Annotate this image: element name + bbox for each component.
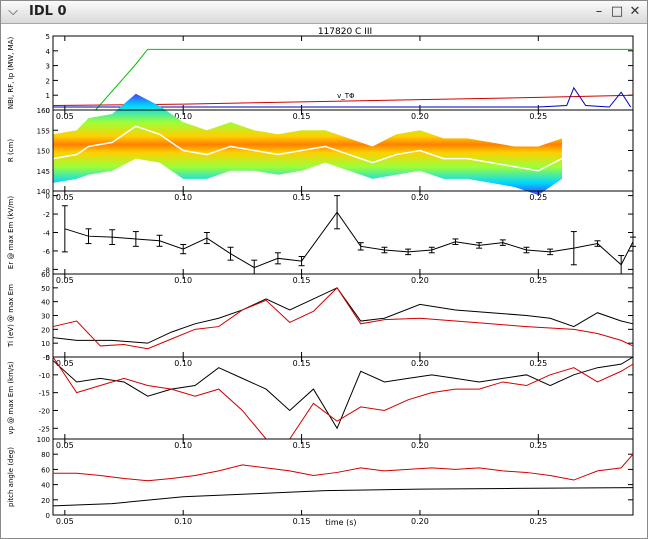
x-tick-label: 0.20: [411, 193, 429, 202]
y-axis-label: Ti (eV) @ max Em: [7, 284, 15, 348]
series-line: [53, 86, 632, 108]
y-tick-label: 10: [41, 340, 50, 348]
x-tick-label: 0.10: [174, 441, 192, 450]
heatmap-centerline: [52, 125, 563, 172]
y-tick-label: 0: [46, 354, 50, 362]
panel-frame: [52, 438, 634, 516]
x-tick-label: 0.25: [529, 112, 547, 121]
y-axis-label: NBI, RF, Ip (MW, MA): [7, 37, 15, 110]
y-tick-label: 50: [41, 285, 50, 293]
x-tick-label: 0.25: [529, 276, 547, 285]
series-line: [52, 487, 634, 507]
y-tick-label: 20: [41, 497, 50, 505]
x-tick-label: 0.10: [174, 193, 192, 202]
y-tick-label: -4: [43, 230, 51, 238]
x-tick-label: 0.15: [293, 276, 311, 285]
x-tick-label: 0.20: [411, 359, 429, 368]
y-axis-label: vp @ max Em (km/s): [7, 361, 15, 435]
x-axis-label: time (s): [325, 518, 356, 527]
x-tick-label: 0.15: [293, 193, 311, 202]
heatmap-band: [53, 93, 562, 196]
figure-title: 117820 C III: [318, 27, 372, 37]
x-tick-label: 0.15: [293, 517, 311, 526]
x-tick-label: 0.10: [174, 276, 192, 285]
x-tick-label: 0.20: [411, 441, 429, 450]
x-tick-label: 0.25: [529, 441, 547, 450]
series-line: [52, 287, 634, 350]
x-tick-label: 0.05: [56, 441, 74, 450]
minimize-icon[interactable]: –: [595, 4, 603, 19]
y-tick-label: 40: [41, 299, 50, 307]
x-tick-label: 0.20: [411, 112, 429, 121]
y-tick-label: 4: [46, 48, 51, 56]
series-line: [53, 453, 634, 482]
x-tick-label: 0.05: [56, 193, 74, 202]
x-tick-label: 0.10: [174, 112, 192, 121]
y-axis-label: R (cm): [7, 139, 15, 162]
y-tick-label: 1: [46, 92, 50, 100]
y-tick-label: 40: [41, 482, 50, 490]
series-line: [53, 48, 633, 111]
y-tick-label: 0: [46, 107, 50, 115]
y-tick-label: -10: [39, 372, 50, 380]
x-tick-label: 0.15: [293, 359, 311, 368]
series-annotation: v_TΦ: [337, 92, 355, 100]
x-tick-label: 0.10: [174, 359, 192, 368]
x-tick-label: 0.25: [529, 359, 547, 368]
x-tick-label: 0.05: [56, 517, 74, 526]
y-tick-label: -5: [43, 354, 50, 362]
x-tick-label: 0.10: [174, 517, 192, 526]
x-tick-label: 0.05: [56, 359, 74, 368]
panel-frame: [52, 273, 634, 358]
x-tick-label: 0.05: [56, 112, 74, 121]
y-tick-label: -25: [39, 425, 50, 433]
y-tick-label: -2: [43, 211, 50, 219]
x-tick-label: 0.15: [293, 441, 311, 450]
y-tick-label: 0: [46, 193, 50, 201]
y-tick-label: -20: [39, 407, 50, 415]
y-tick-label: 2: [46, 77, 50, 85]
y-tick-label: 20: [41, 326, 50, 334]
y-tick-label: 30: [41, 313, 50, 321]
panel-frame: [52, 356, 634, 440]
y-tick-label: 140: [37, 188, 50, 196]
y-tick-label: 60: [41, 271, 50, 279]
x-tick-label: 0.20: [411, 517, 429, 526]
series-line: [52, 94, 634, 107]
y-tick-label: 100: [37, 436, 50, 444]
y-axis-label: pitch angle (deg): [7, 447, 15, 507]
plot-canvas: 117820 C III 0.05 0.10 0.15 0.20 0.25 0 1 2 3 4 5 N…: [7, 27, 636, 527]
panel-frame: [52, 190, 634, 275]
x-tick-label: 0.15: [293, 112, 311, 121]
x-tick-label: 0.25: [529, 193, 547, 202]
y-tick-label: 5: [46, 33, 50, 41]
chevron-down-icon[interactable]: ⌵: [8, 4, 18, 19]
y-tick-label: 145: [37, 168, 50, 176]
close-icon[interactable]: ✕: [629, 4, 641, 19]
series-line: [64, 211, 634, 269]
y-tick-label: 150: [37, 148, 50, 156]
window-title: IDL 0: [29, 4, 67, 19]
series-line: [52, 356, 634, 440]
y-tick-label: 155: [37, 127, 50, 135]
y-tick-label: 0: [46, 512, 50, 520]
y-tick-label: 60: [41, 466, 50, 474]
y-tick-label: -8: [43, 266, 50, 274]
y-tick-label: -6: [43, 248, 51, 256]
y-tick-label: -15: [39, 390, 50, 398]
maximize-icon[interactable]: □: [610, 4, 624, 19]
y-tick-label: 80: [41, 451, 50, 459]
y-tick-label: 160: [37, 107, 50, 115]
plot-group: 0.05 0.10 0.15 0.20 0.25 0 1 2 3 4 5 NBI, RF, Ip (M…: [7, 33, 636, 526]
y-axis-label: Er @ max Em (kV/m): [7, 196, 15, 269]
y-tick-label: 3: [46, 63, 50, 71]
x-tick-label: 0.25: [529, 517, 547, 526]
x-tick-label: 0.20: [411, 276, 429, 285]
series-line: [52, 356, 634, 430]
x-tick-label: 0.05: [56, 276, 74, 285]
titlebar[interactable]: ⌵ IDL 0 – □ ✕: [1, 1, 647, 24]
